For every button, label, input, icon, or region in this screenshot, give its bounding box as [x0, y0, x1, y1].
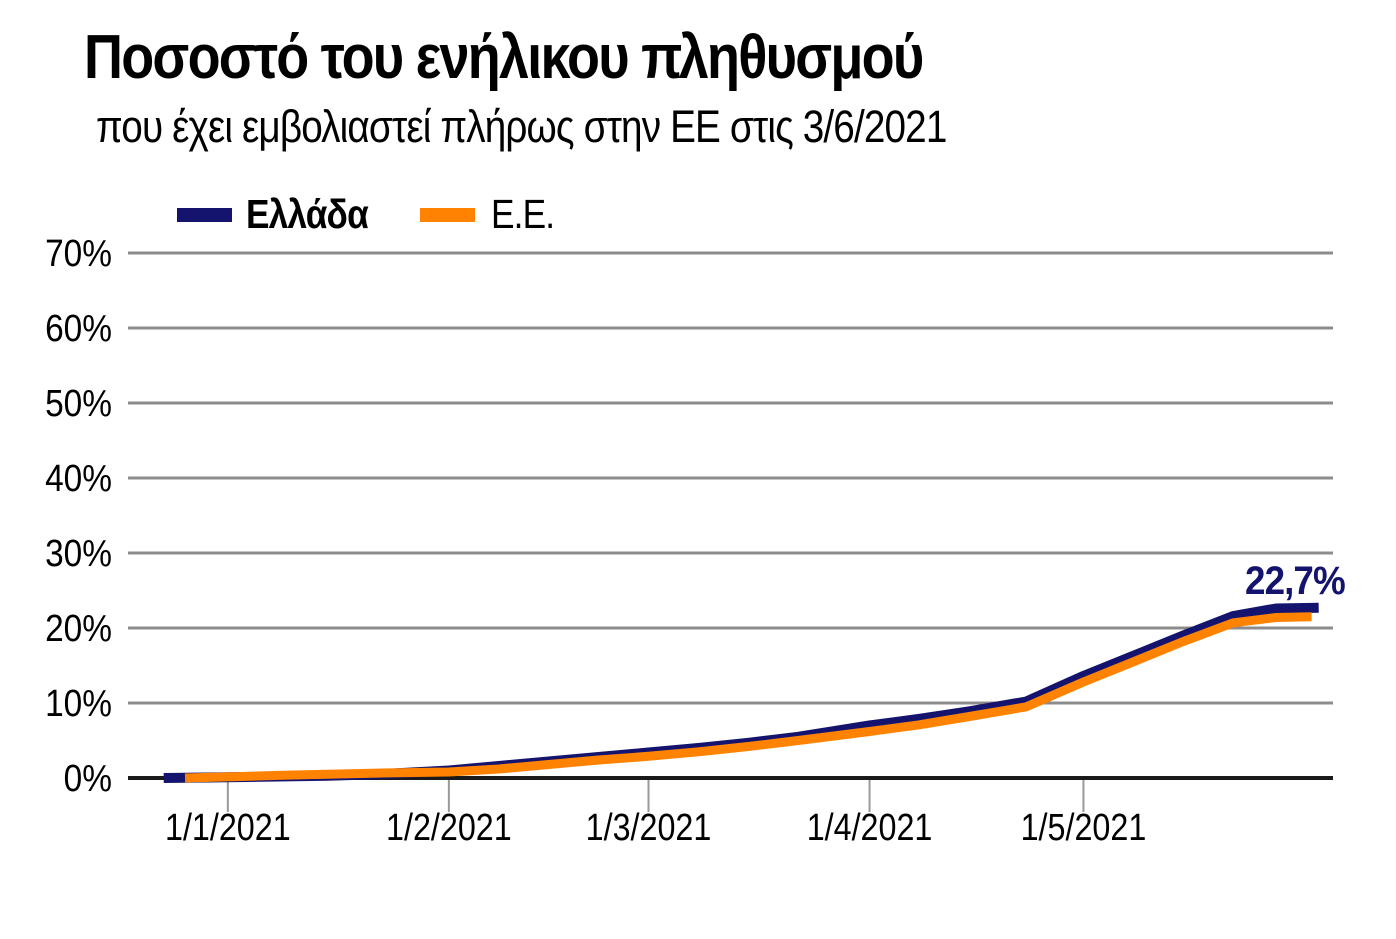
y-tick-label-30: 30% — [45, 532, 112, 574]
legend-swatch-eu — [420, 208, 475, 222]
x-tick-label-3: 1/4/2021 — [807, 807, 933, 849]
end-value-label: 22,7% — [1245, 558, 1345, 603]
x-tick-label-0: 1/1/2021 — [165, 807, 291, 849]
x-tick-label-1: 1/2/2021 — [386, 807, 512, 849]
y-tick-label-60: 60% — [45, 307, 112, 349]
chart-title: Ποσοστό του ενήλικου πληθυσμού — [84, 23, 924, 92]
y-tick-label-0: 0% — [64, 757, 112, 799]
y-tick-label-50: 50% — [45, 382, 112, 424]
y-tick-label-70: 70% — [45, 232, 112, 274]
x-tick-label-2: 1/3/2021 — [586, 807, 712, 849]
legend-label-greece: Ελλάδα — [246, 191, 369, 237]
legend-swatch-greece — [177, 208, 232, 222]
series-line-greece — [163, 602, 1319, 783]
legend-label-eu: Ε.Ε. — [491, 191, 555, 237]
chart-subtitle: που έχει εμβολιαστεί πλήρως στην ΕΕ στις… — [96, 101, 947, 152]
y-tick-label-40: 40% — [45, 457, 112, 499]
x-tick-label-4: 1/5/2021 — [1021, 807, 1147, 849]
y-tick-label-10: 10% — [45, 682, 112, 724]
series-line-eu — [184, 612, 1312, 783]
y-tick-label-20: 20% — [45, 607, 112, 649]
